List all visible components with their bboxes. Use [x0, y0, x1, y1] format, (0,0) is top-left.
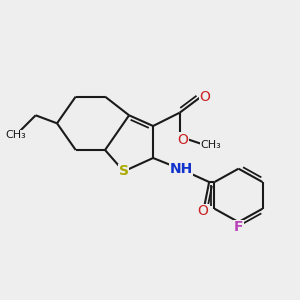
Text: S: S	[119, 164, 129, 178]
Text: O: O	[197, 204, 208, 218]
Text: O: O	[178, 133, 188, 147]
Text: NH: NH	[169, 162, 193, 176]
Text: O: O	[200, 90, 211, 104]
Text: F: F	[234, 220, 243, 234]
Text: CH₃: CH₃	[200, 140, 221, 150]
Text: CH₃: CH₃	[5, 130, 26, 140]
